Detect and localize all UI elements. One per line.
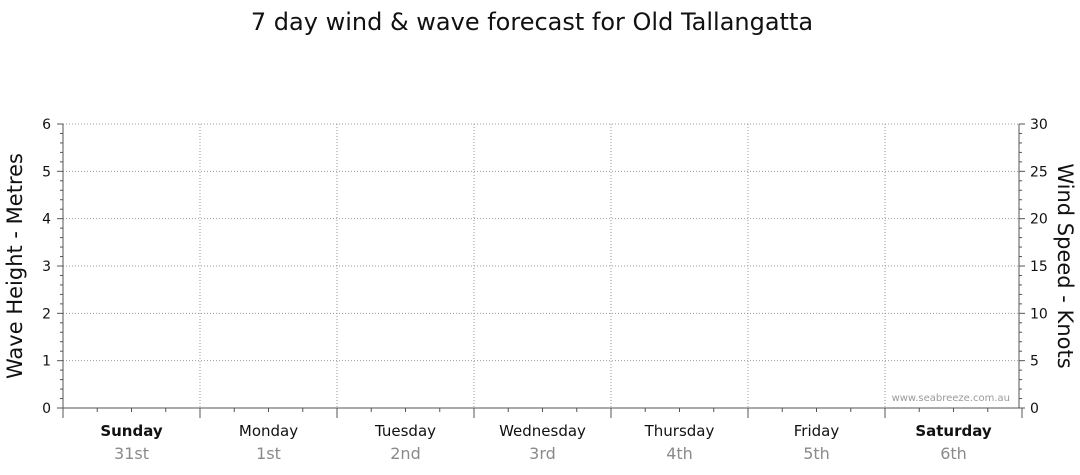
left-tick-label: 1 — [42, 354, 51, 370]
right-tick-label: 20 — [1030, 212, 1048, 228]
right-tick-label: 10 — [1030, 306, 1048, 322]
day-name-label: Friday — [794, 422, 840, 440]
right-axis-title: Wind Speed - Knots — [1053, 163, 1077, 368]
day-name-label: Thursday — [644, 422, 715, 440]
day-name-label: Tuesday — [374, 422, 436, 440]
right-tick-label: 0 — [1030, 401, 1039, 417]
day-name-label: Sunday — [100, 422, 163, 440]
chart-title: 7 day wind & wave forecast for Old Talla… — [251, 8, 813, 36]
day-name-label: Wednesday — [499, 422, 586, 440]
right-tick-label: 25 — [1030, 164, 1048, 180]
day-date-label: 2nd — [390, 444, 420, 463]
day-date-label: 6th — [940, 444, 967, 463]
right-tick-label: 30 — [1030, 117, 1048, 133]
day-labels: Sunday 31st Monday 1st Tuesday 2nd Wednesday 3r… — [100, 422, 992, 463]
left-tick-label: 6 — [42, 117, 51, 133]
left-axis-title: Wave Height - Metres — [3, 153, 27, 379]
left-tick-label: 3 — [42, 259, 51, 275]
axes — [57, 123, 1025, 418]
right-tick-label: 5 — [1030, 354, 1039, 370]
grid-lines — [63, 123, 1019, 408]
left-tick-label: 0 — [42, 401, 51, 417]
left-tick-label: 5 — [42, 164, 51, 180]
day-name-label: Monday — [239, 422, 298, 440]
tick-labels: 0 1 2 3 4 5 6 0 5 10 15 20 25 30 — [42, 117, 1048, 417]
day-date-label: 31st — [114, 444, 149, 463]
day-name-label: Saturday — [915, 422, 992, 440]
day-date-label: 4th — [666, 444, 693, 463]
right-tick-label: 15 — [1030, 259, 1048, 275]
left-tick-label: 4 — [42, 212, 51, 228]
day-date-label: 3rd — [529, 444, 556, 463]
day-date-label: 5th — [803, 444, 830, 463]
day-date-label: 1st — [256, 444, 281, 463]
left-tick-label: 2 — [42, 306, 51, 322]
watermark-text: www.seabreeze.com.au — [892, 393, 1010, 404]
